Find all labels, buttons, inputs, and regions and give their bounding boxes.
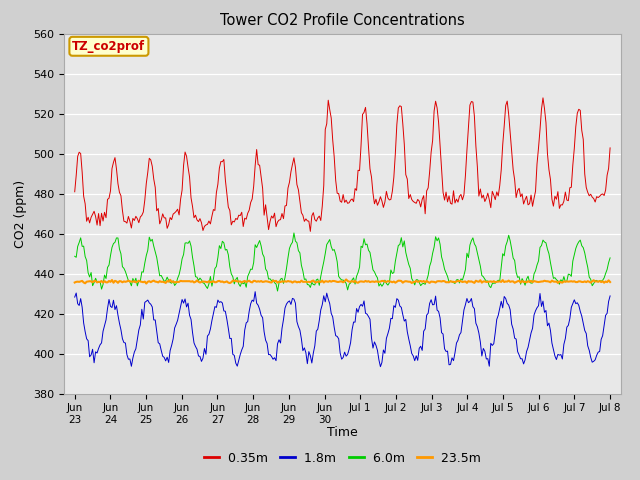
X-axis label: Time: Time: [327, 426, 358, 439]
Text: TZ_co2prof: TZ_co2prof: [72, 40, 145, 53]
Legend:  0.35m,  1.8m,  6.0m,  23.5m: 0.35m, 1.8m, 6.0m, 23.5m: [198, 447, 486, 469]
Y-axis label: CO2 (ppm): CO2 (ppm): [15, 180, 28, 248]
Title: Tower CO2 Profile Concentrations: Tower CO2 Profile Concentrations: [220, 13, 465, 28]
